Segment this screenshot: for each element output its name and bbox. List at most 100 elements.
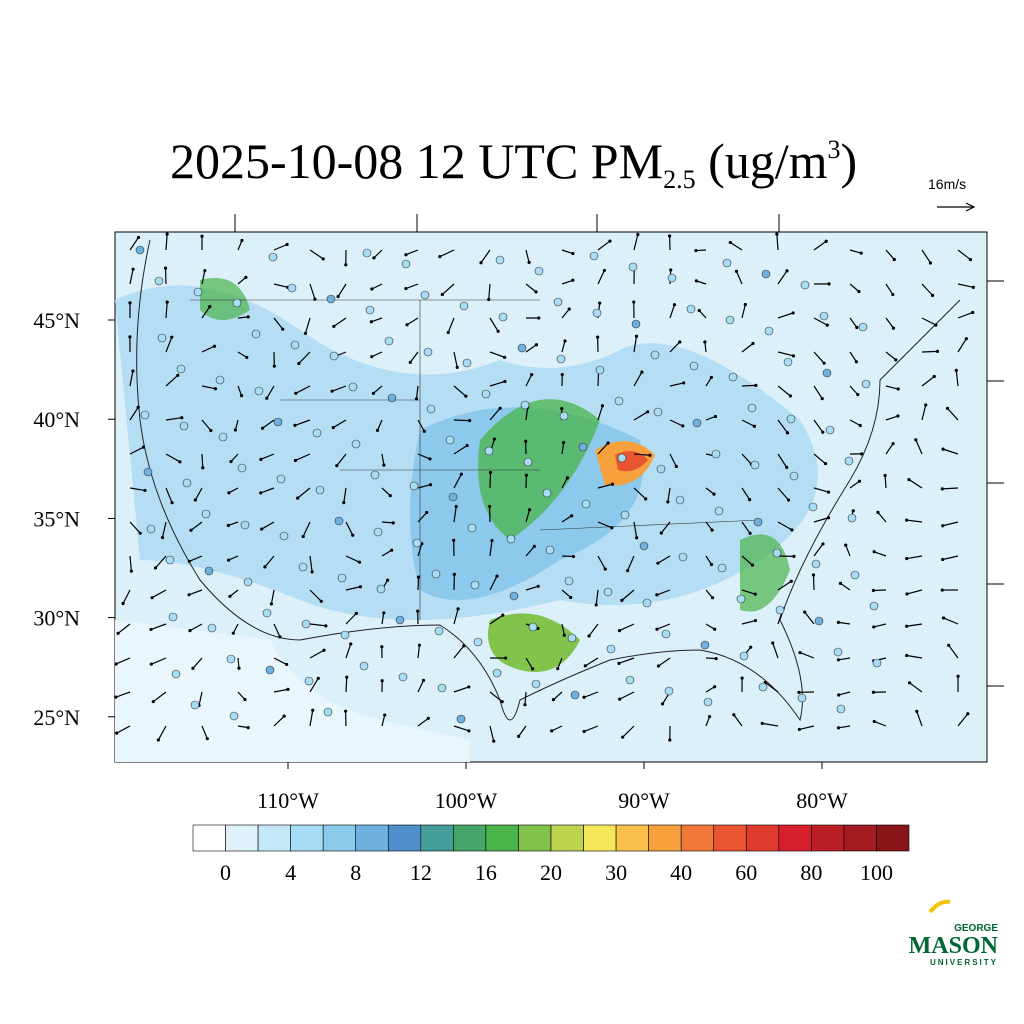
- wind-arrow-head: [932, 374, 936, 379]
- wind-arrow: [885, 415, 899, 421]
- wind-arrow-head: [240, 238, 244, 243]
- station: [359, 661, 369, 671]
- station: [764, 326, 774, 336]
- wind-arrow-head: [503, 379, 507, 384]
- wind-arrow-head: [551, 698, 556, 702]
- wind-arrow: [345, 677, 348, 693]
- station: [534, 266, 544, 276]
- wind-arrow: [633, 336, 638, 353]
- wind-arrow: [657, 555, 671, 564]
- station: [348, 382, 358, 392]
- wind-arrow: [705, 487, 715, 495]
- wind-arrow: [777, 312, 794, 319]
- station: [193, 287, 203, 297]
- wind-arrow-head: [608, 239, 612, 243]
- wind-arrow: [409, 351, 419, 363]
- wind-arrow-head: [883, 473, 887, 478]
- wind-arrow: [942, 555, 959, 561]
- station: [254, 386, 264, 396]
- wind-arrow: [741, 343, 754, 353]
- wind-arrow: [309, 649, 325, 659]
- wind-arrow-head: [187, 593, 191, 597]
- wind-arrow-head: [703, 340, 707, 344]
- wind-arrow: [190, 521, 203, 531]
- wind-arrow: [705, 623, 715, 630]
- wind-arrow: [553, 691, 563, 701]
- wind-arrow-head: [228, 594, 232, 598]
- station: [376, 584, 386, 594]
- wind-arrow-head: [428, 483, 433, 487]
- wind-arrow: [165, 453, 181, 463]
- colorbar-swatch: [290, 824, 324, 852]
- wind-arrow: [561, 623, 565, 636]
- station: [470, 580, 480, 590]
- wind-arrow: [838, 657, 851, 661]
- wind-arrow-head: [156, 738, 160, 742]
- wind-arrow-head: [872, 719, 876, 724]
- wind-arrow-head: [178, 460, 182, 464]
- station: [703, 697, 713, 707]
- colorbar-label: 20: [540, 860, 562, 885]
- wind-arrow-head: [321, 257, 325, 261]
- wind-arrow: [597, 442, 609, 455]
- wind-arrow: [371, 283, 383, 290]
- wind-arrow-head: [141, 445, 146, 449]
- wind-arrow: [705, 657, 717, 660]
- wind-arrow-head: [149, 627, 153, 632]
- wind-arrow: [237, 240, 243, 251]
- wind-arrow-head: [785, 465, 789, 469]
- wind-arrow: [237, 351, 248, 358]
- station: [218, 432, 228, 442]
- wind-arrow: [804, 611, 815, 625]
- station: [559, 411, 569, 421]
- station: [445, 435, 455, 445]
- wind-arrow-head: [567, 307, 571, 311]
- wind-arrow-head: [656, 561, 660, 565]
- station: [564, 576, 574, 586]
- wind-arrow: [849, 317, 858, 328]
- station: [650, 350, 660, 360]
- wind-arrow: [201, 270, 206, 285]
- wind-arrow-head: [941, 447, 945, 451]
- wind-arrow-head: [571, 554, 576, 559]
- station: [420, 290, 430, 300]
- wind-arrow-head: [610, 526, 614, 530]
- wind-arrow-head: [668, 738, 672, 742]
- wind-arrow-head: [282, 714, 286, 718]
- wind-arrow-head: [165, 300, 169, 304]
- wind-arrow: [345, 643, 352, 659]
- wind-arrow: [381, 487, 391, 497]
- wind-arrow: [561, 477, 568, 489]
- wind-arrow-head: [655, 593, 659, 597]
- station: [808, 502, 818, 512]
- wind-arrow-head: [331, 425, 335, 430]
- wind-arrow: [453, 506, 457, 523]
- wind-arrow-head: [209, 428, 213, 433]
- title-sup: 3: [828, 135, 841, 164]
- wind-arrow: [695, 249, 707, 252]
- wind-arrow-head: [259, 457, 263, 461]
- wind-arrow: [228, 487, 239, 494]
- wind-arrow: [381, 549, 392, 557]
- wind-arrow: [489, 691, 503, 703]
- wind-arrow: [237, 276, 247, 285]
- station: [797, 693, 807, 703]
- wind-arrow: [942, 448, 959, 455]
- wind-arrow-head: [462, 644, 466, 648]
- wind-arrow: [165, 234, 168, 251]
- wind-arrow: [813, 487, 829, 493]
- wind-arrow-head: [421, 678, 426, 682]
- wind-arrow: [297, 487, 311, 499]
- wind-arrow-head: [265, 396, 269, 400]
- wind-arrow: [266, 385, 275, 399]
- wind-arrow: [669, 453, 677, 467]
- wind-arrow-head: [872, 625, 876, 629]
- wind-arrow-head: [390, 548, 394, 552]
- station: [182, 478, 192, 488]
- title-close: ): [841, 133, 858, 189]
- wind-arrow-head: [428, 457, 432, 461]
- station: [437, 683, 447, 693]
- wind-arrow-head: [293, 423, 297, 427]
- colorbar-swatch: [485, 824, 519, 852]
- wind-arrow: [230, 453, 239, 462]
